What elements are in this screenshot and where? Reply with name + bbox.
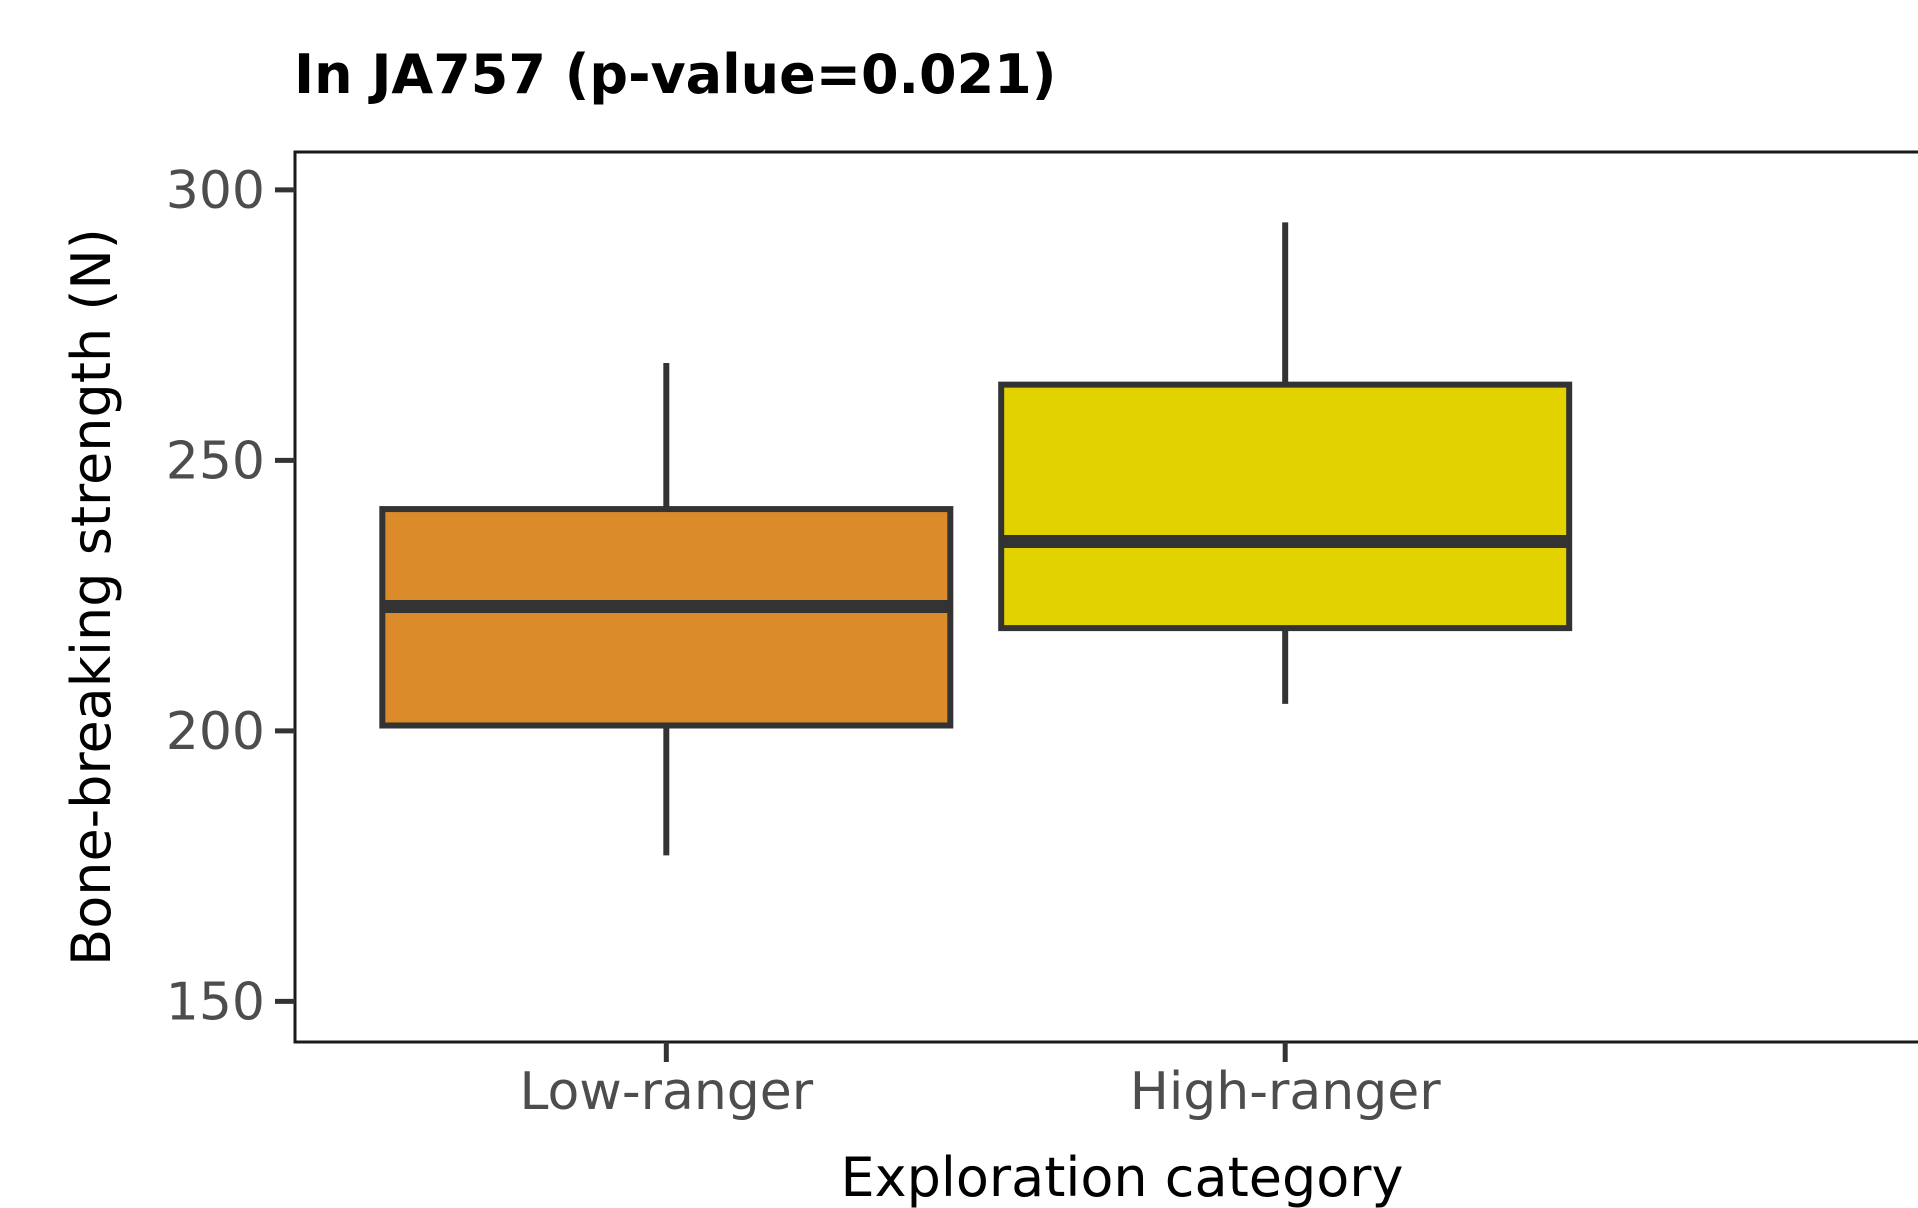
x-tick-label-0: Low-ranger	[519, 1062, 813, 1122]
y-tick-label-250: 250	[166, 431, 265, 491]
boxes-layer	[379, 222, 1573, 856]
y-tick-label-300: 300	[166, 161, 265, 221]
y-tick-label-200: 200	[166, 702, 265, 762]
box-low-ranger	[379, 363, 954, 856]
y-axis: 150 200 250 300	[166, 161, 295, 1032]
y-axis-title: Bone-breaking strength (N)	[60, 228, 123, 966]
x-axis-title: Exploration category	[841, 1146, 1404, 1208]
chart-title: In JA757 (p-value=0.021)	[294, 43, 1056, 106]
box-body	[379, 506, 954, 729]
y-tick-label-150: 150	[166, 972, 265, 1032]
box-high-ranger	[998, 222, 1573, 704]
x-tick-label-1: High-ranger	[1130, 1062, 1441, 1122]
x-axis: Low-ranger High-ranger	[519, 1042, 1441, 1122]
box-body	[998, 381, 1573, 632]
